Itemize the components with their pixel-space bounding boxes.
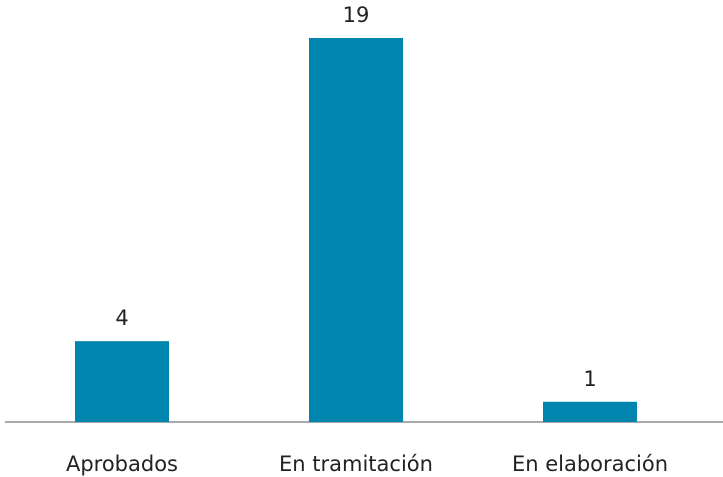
x-tick-label: En elaboración — [512, 452, 668, 476]
x-tick-label: En tramitación — [279, 452, 433, 476]
bar — [309, 38, 403, 422]
bar — [543, 401, 637, 422]
value-label: 19 — [343, 3, 370, 27]
x-tick-label: Aprobados — [66, 452, 178, 476]
value-label: 1 — [583, 367, 596, 391]
value-label: 4 — [115, 306, 128, 330]
bar — [75, 341, 169, 422]
